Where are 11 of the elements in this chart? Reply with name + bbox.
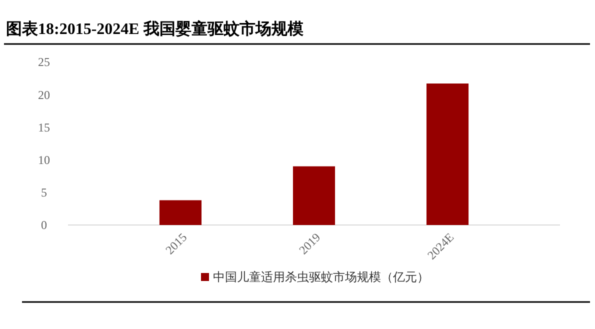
y-tick-label: 5 xyxy=(41,186,47,200)
y-tick-label: 20 xyxy=(38,88,50,102)
bar xyxy=(426,84,469,225)
y-tick-label: 0 xyxy=(41,218,47,232)
y-tick-label: 10 xyxy=(38,153,50,167)
bar xyxy=(292,166,336,225)
legend-label: 中国儿童适用杀虫驱蚊市场规模（亿元） xyxy=(213,270,429,284)
chart-title: 图表18:2015-2024E 我国婴童驱蚊市场规模 xyxy=(6,19,304,38)
y-tick-label: 25 xyxy=(38,55,50,70)
bar xyxy=(159,200,202,225)
y-tick-label: 15 xyxy=(38,120,50,134)
